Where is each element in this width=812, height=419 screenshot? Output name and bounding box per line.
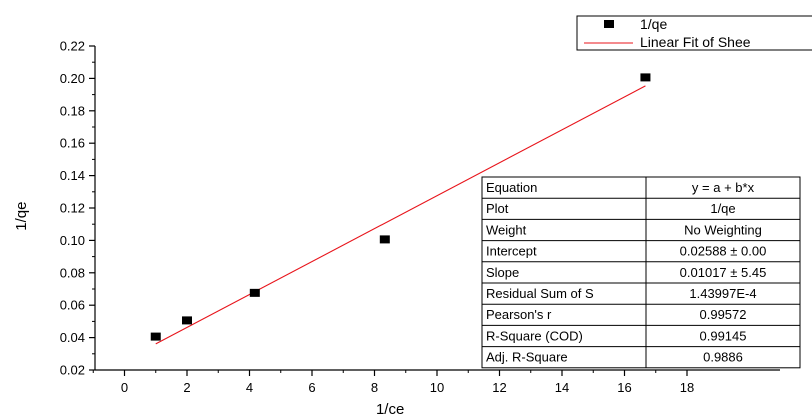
x-tick-label: 12 xyxy=(492,380,506,395)
axes: 0.02 0.04 0.06 0.08 0.10 0.12 0.14 0.16 0.18 0.20… xyxy=(13,39,780,418)
y-tick-label: 0.10 xyxy=(60,233,85,248)
fit-table-value: 1/qe xyxy=(710,201,735,216)
y-tick-label: 0.22 xyxy=(60,39,85,54)
x-tick-label: 18 xyxy=(680,380,694,395)
linear-fit-line xyxy=(155,85,646,345)
fit-table-value: 0.99145 xyxy=(700,328,747,343)
legend-marker-scatter xyxy=(604,20,614,28)
data-point xyxy=(640,73,651,82)
fit-table-value: 0.01017 ± 5.45 xyxy=(680,265,767,280)
x-tick-label: 2 xyxy=(183,380,190,395)
fit-results-table: Equation y = a + b*x Plot 1/qe Weight No Weig… xyxy=(481,176,801,369)
legend-box xyxy=(576,15,812,51)
fit-table-param: Plot xyxy=(486,201,509,216)
fit-table-value: 0.02588 ± 0.00 xyxy=(680,244,767,259)
data-point xyxy=(379,235,390,244)
fit-table-param: Pearson's r xyxy=(486,307,552,322)
x-tick-label: 0 xyxy=(121,380,128,395)
y-tick-label: 0.08 xyxy=(60,265,85,280)
x-tick-label: 4 xyxy=(246,380,253,395)
y-tick-label: 0.02 xyxy=(60,363,85,378)
x-tick-label: 16 xyxy=(617,380,631,395)
legend-label-fit: Linear Fit of Shee xyxy=(640,34,751,50)
y-tick-label: 0.20 xyxy=(60,71,85,86)
y-tick-label: 0.12 xyxy=(60,201,85,216)
legend: 1/qe Linear Fit of Shee xyxy=(576,15,812,51)
x-axis-title: 1/ce xyxy=(376,401,404,418)
x-tick-label: 8 xyxy=(371,380,378,395)
fit-table-frame xyxy=(481,176,801,369)
data-point xyxy=(249,288,260,297)
y-tick-label: 0.06 xyxy=(60,298,85,313)
data-point xyxy=(182,316,192,325)
data-points xyxy=(150,73,651,341)
fit-table-param: Adj. R-Square xyxy=(486,350,568,365)
fit-table-param: Equation xyxy=(486,180,537,195)
data-point xyxy=(150,332,161,341)
y-tick-label: 0.14 xyxy=(60,168,85,183)
fit-table-param: Intercept xyxy=(486,244,537,259)
x-tick-label: 10 xyxy=(430,380,444,395)
y-tick-label: 0.16 xyxy=(60,136,85,151)
fit-line-group xyxy=(155,85,646,345)
x-tick-label: 6 xyxy=(308,380,315,395)
y-tick-label: 0.04 xyxy=(60,330,85,345)
fit-table-param: Residual Sum of S xyxy=(486,286,594,301)
fit-table-param: R-Square (COD) xyxy=(486,328,583,343)
legend-label-scatter: 1/qe xyxy=(640,16,667,32)
y-axis-title: 1/qe xyxy=(13,201,30,230)
fit-table-param: Slope xyxy=(486,265,519,280)
fit-table-value: y = a + b*x xyxy=(692,180,755,195)
y-tick-label: 0.18 xyxy=(60,103,85,118)
fit-table-value: 0.99572 xyxy=(700,307,747,322)
fit-table-value: 0.9886 xyxy=(703,350,743,365)
x-tick-label: 14 xyxy=(555,380,569,395)
fit-table-value: 1.43997E-4 xyxy=(689,286,756,301)
fit-table-value: No Weighting xyxy=(684,222,762,237)
fit-table-param: Weight xyxy=(486,222,527,237)
